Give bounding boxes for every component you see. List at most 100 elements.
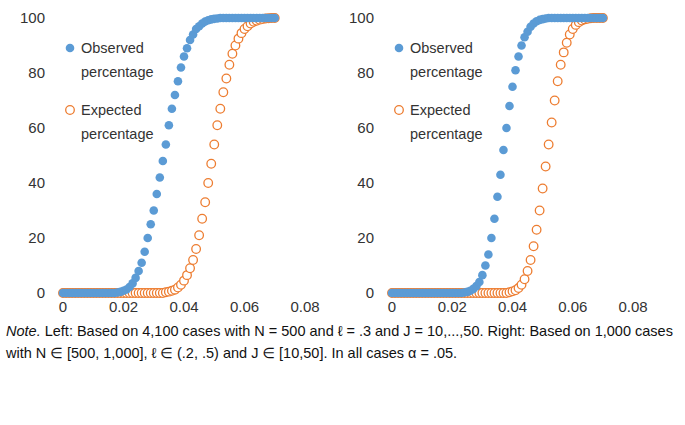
chart: 02040608010000.020.040.060.08Observedper… <box>349 9 648 315</box>
point <box>499 146 508 155</box>
point <box>493 192 502 201</box>
point <box>177 63 186 72</box>
point <box>553 77 562 86</box>
point <box>228 49 237 58</box>
note-text: Left: Based on 4,100 cases with N = 500 … <box>6 323 673 361</box>
x-tick-label: 0.04 <box>498 298 527 315</box>
point <box>517 41 526 50</box>
point <box>490 214 499 223</box>
point <box>137 258 146 267</box>
plot-area <box>388 14 607 298</box>
y-tick-label: 80 <box>357 64 374 81</box>
legend: Observedpercentage Expectedpercentage <box>395 40 483 142</box>
x-tick-label: 0.06 <box>558 298 587 315</box>
point <box>541 162 550 171</box>
point <box>526 256 535 265</box>
point <box>550 96 559 105</box>
y-tick-label: 20 <box>28 229 45 246</box>
point <box>222 74 231 83</box>
point <box>523 267 532 276</box>
point <box>195 231 204 240</box>
legend-marker <box>66 44 75 53</box>
point <box>134 267 143 276</box>
plot-area <box>59 14 279 298</box>
point <box>496 170 505 179</box>
point <box>535 206 544 215</box>
note-label: Note. <box>6 323 41 339</box>
point <box>538 184 547 193</box>
series <box>59 14 279 298</box>
y-tick-label: 60 <box>357 119 374 136</box>
y-tick-label: 0 <box>366 284 374 301</box>
x-tick-label: 0 <box>59 298 67 315</box>
point <box>514 52 523 61</box>
y-tick-label: 60 <box>28 119 45 136</box>
point <box>152 190 161 199</box>
point <box>213 121 222 130</box>
point <box>478 271 487 280</box>
point <box>198 214 207 223</box>
point <box>270 14 279 23</box>
legend-marker <box>66 106 75 115</box>
point <box>529 242 538 251</box>
point <box>505 102 514 111</box>
x-tick-label: 0.04 <box>169 298 198 315</box>
legend-marker <box>395 44 404 53</box>
y-tick-label: 40 <box>28 174 45 191</box>
point <box>508 82 517 91</box>
y-tick-label: 100 <box>20 9 45 26</box>
point <box>189 256 198 265</box>
point <box>149 206 158 215</box>
y-tick-label: 80 <box>28 64 45 81</box>
point <box>487 234 496 243</box>
point <box>207 159 216 168</box>
point <box>156 173 165 182</box>
point <box>162 140 171 149</box>
point <box>225 60 234 69</box>
point <box>183 44 192 53</box>
legend-label: Observedpercentage <box>81 40 154 80</box>
x-tick-label: 0 <box>388 298 396 315</box>
y-tick-label: 40 <box>357 174 374 191</box>
x-tick-label: 0.06 <box>230 298 259 315</box>
point <box>171 91 180 100</box>
point <box>216 104 225 113</box>
point <box>192 245 201 254</box>
legend-label: Observedpercentage <box>410 40 483 80</box>
point <box>270 14 279 23</box>
legend-label: Expectedpercentage <box>81 102 154 142</box>
point <box>159 157 168 166</box>
charts: 02040608010000.020.040.060.08Observedper… <box>0 0 685 320</box>
point <box>186 264 195 273</box>
point <box>544 140 553 149</box>
note: Note. Left: Based on 4,100 cases with N … <box>6 320 678 364</box>
point <box>484 250 493 259</box>
chart: 02040608010000.020.040.060.08Observedper… <box>20 9 320 315</box>
point <box>204 179 213 188</box>
y-tick-label: 100 <box>349 9 374 26</box>
point <box>599 14 608 23</box>
point <box>562 38 571 47</box>
point <box>143 234 152 243</box>
point <box>556 60 565 69</box>
point <box>174 77 183 86</box>
point <box>210 140 219 149</box>
point <box>599 14 608 23</box>
series <box>59 14 279 298</box>
y-tick-label: 0 <box>37 284 45 301</box>
point <box>502 124 511 133</box>
point <box>201 198 210 207</box>
point <box>532 225 541 234</box>
point <box>559 48 568 57</box>
legend-label: Expectedpercentage <box>410 102 483 142</box>
point <box>168 104 177 113</box>
series <box>388 14 607 298</box>
legend: Observedpercentage Expectedpercentage <box>66 40 154 142</box>
point <box>219 88 228 97</box>
point <box>146 220 155 229</box>
x-tick-label: 0.08 <box>618 298 647 315</box>
point <box>520 275 529 284</box>
y-tick-label: 20 <box>357 229 374 246</box>
point <box>140 247 149 256</box>
point <box>165 121 174 130</box>
